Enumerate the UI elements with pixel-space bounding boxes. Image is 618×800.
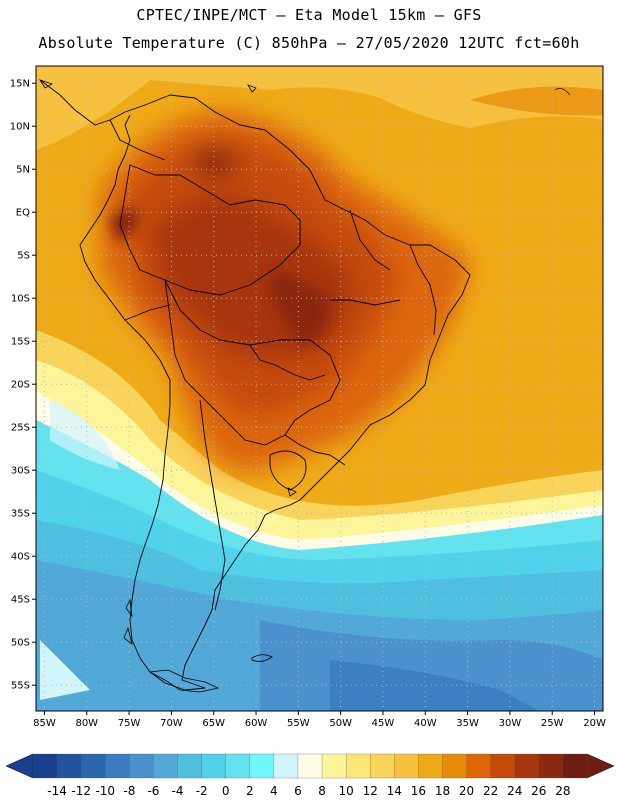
lat-tick-label: 50S bbox=[11, 638, 30, 649]
lon-tick-label: 75W bbox=[118, 718, 141, 729]
lon-tick-label: 25W bbox=[541, 718, 564, 729]
lat-tick-label: 15N bbox=[10, 79, 30, 90]
colorbar-segment bbox=[225, 753, 251, 779]
colorbar-segment bbox=[466, 753, 492, 779]
lat-tick-label: 55S bbox=[11, 681, 30, 692]
colorbar-label: -12 bbox=[71, 784, 91, 798]
colorbar-label: 10 bbox=[338, 784, 353, 798]
colorbar-label: 18 bbox=[435, 784, 450, 798]
map-frame bbox=[35, 65, 604, 712]
colorbar-label: 20 bbox=[459, 784, 474, 798]
colorbar-segment bbox=[32, 753, 58, 779]
colorbar-label: 14 bbox=[387, 784, 402, 798]
lat-tick-label: 25S bbox=[11, 423, 30, 434]
colorbar-label: 8 bbox=[318, 784, 326, 798]
lat-tick-label: 10N bbox=[10, 122, 30, 133]
lat-tick-label: 20S bbox=[11, 380, 30, 391]
colorbar-segment bbox=[297, 753, 323, 779]
lat-tick-label: EQ bbox=[16, 208, 30, 219]
latitude-axis: 15N 10N 5N EQ 5S 10S 15S 20S 25S 30S 35S 40S 45S 50S 5… bbox=[10, 79, 36, 692]
colorbar-left-arrow bbox=[5, 753, 34, 779]
colorbar-segment bbox=[321, 753, 347, 779]
colorbar-label: 28 bbox=[555, 784, 570, 798]
lon-tick-label: 80W bbox=[75, 718, 98, 729]
colorbar-segment bbox=[418, 753, 444, 779]
lon-tick-label: 45W bbox=[372, 718, 395, 729]
colorbar-segment bbox=[442, 753, 468, 779]
colorbar-label: 12 bbox=[363, 784, 378, 798]
lat-tick-label: 30S bbox=[11, 466, 30, 477]
lat-tick-label: 45S bbox=[11, 595, 30, 606]
lon-tick-label: 55W bbox=[287, 718, 310, 729]
colorbar-segment bbox=[273, 753, 299, 779]
colorbar-label: -8 bbox=[123, 784, 135, 798]
colorbar-segment bbox=[105, 753, 130, 779]
colorbar-segment bbox=[538, 753, 564, 779]
lon-tick-label: 50W bbox=[329, 718, 352, 729]
coastline-outline bbox=[39, 79, 471, 691]
colorbar-label: -4 bbox=[172, 784, 184, 798]
colorbar-label: 22 bbox=[483, 784, 498, 798]
lat-tick-label: 35S bbox=[11, 509, 30, 520]
colorbar-label: 6 bbox=[294, 784, 302, 798]
colorbar-segment bbox=[490, 753, 516, 779]
southern-islands bbox=[39, 79, 297, 693]
lon-tick-label: 85W bbox=[33, 718, 56, 729]
lon-tick-label: 30W bbox=[499, 718, 522, 729]
lat-tick-label: 5S bbox=[17, 251, 30, 262]
colorbar-segment bbox=[56, 753, 82, 779]
lat-tick-label: 15S bbox=[11, 337, 30, 348]
colorbar-segment bbox=[562, 753, 588, 779]
colorbar-label: 0 bbox=[222, 784, 230, 798]
colorbar-label: -6 bbox=[147, 784, 159, 798]
colorbar-segment bbox=[345, 753, 371, 779]
colorbar-segment bbox=[394, 753, 419, 779]
colorbar-segment bbox=[129, 753, 154, 779]
colorbar-label: 4 bbox=[270, 784, 278, 798]
colorbar-label: -10 bbox=[95, 784, 115, 798]
colorbar-label: -2 bbox=[196, 784, 208, 798]
lon-tick-label: 65W bbox=[202, 718, 225, 729]
lon-tick-label: 60W bbox=[245, 718, 268, 729]
longitude-axis: 85W 80W 75W 70W 65W 60W 55W 50W 45W 40W 35W 30W 25W 2… bbox=[33, 711, 606, 729]
colorbar-segment bbox=[201, 753, 227, 779]
lon-tick-label: 40W bbox=[414, 718, 437, 729]
lat-tick-label: 40S bbox=[11, 552, 30, 563]
lon-tick-label: 35W bbox=[456, 718, 479, 729]
temperature-field bbox=[36, 66, 603, 711]
colorbar-segment bbox=[370, 753, 395, 779]
chart-title-line2: Absolute Temperature (C) 850hPa – 27/05/… bbox=[38, 34, 580, 52]
chart-title-line1: CPTEC/INPE/MCT – Eta Model 15km – GFS bbox=[136, 6, 482, 24]
colorbar-right-arrow bbox=[586, 753, 615, 779]
colorbar-label: 26 bbox=[531, 784, 546, 798]
lon-tick-label: 70W bbox=[160, 718, 183, 729]
colorbar-label: 2 bbox=[246, 784, 254, 798]
lat-tick-label: 10S bbox=[11, 294, 30, 305]
lon-tick-label: 20W bbox=[583, 718, 606, 729]
colorbar-segment bbox=[153, 753, 179, 779]
colorbar-label: -14 bbox=[47, 784, 67, 798]
lat-tick-label: 5N bbox=[16, 165, 30, 176]
colorbar-label: 24 bbox=[507, 784, 522, 798]
colorbar-segment bbox=[249, 753, 275, 779]
temperature-colorbar: -14 -12 -10 -8 -6 -4 -2 0 2 4 6 8 10 12 14 16 18 20 22 24 26… bbox=[5, 753, 615, 798]
colorbar-segment bbox=[81, 753, 106, 779]
colorbar-label: 16 bbox=[411, 784, 426, 798]
colorbar-segment bbox=[177, 753, 203, 779]
colorbar-segment bbox=[514, 753, 540, 779]
